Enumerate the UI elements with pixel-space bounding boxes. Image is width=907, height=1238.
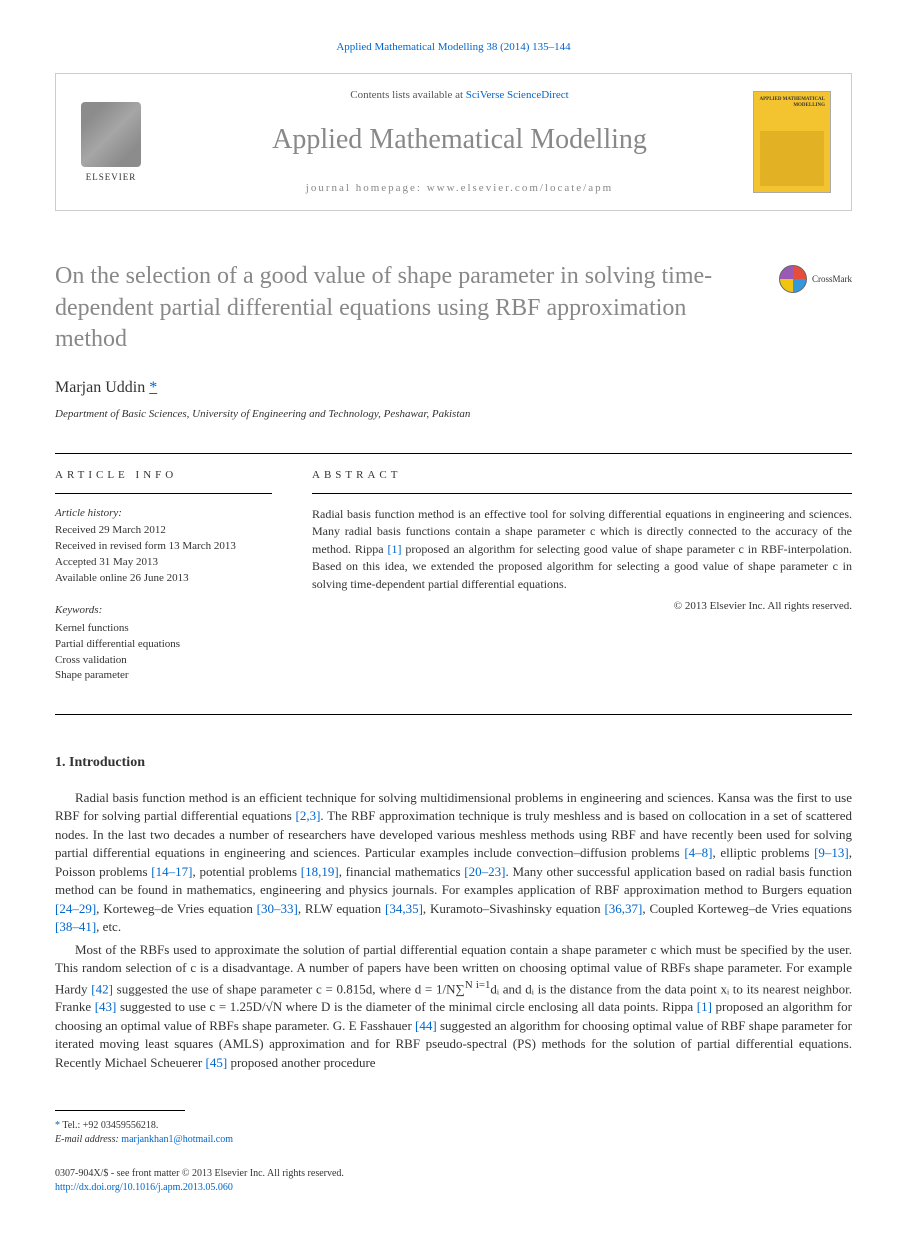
history-line: Accepted 31 May 2013 bbox=[55, 555, 272, 571]
corresponding-author-mark[interactable]: * bbox=[149, 379, 157, 396]
ref-link[interactable]: [2,3] bbox=[295, 808, 320, 823]
sciencedirect-link[interactable]: SciVerse ScienceDirect bbox=[466, 89, 569, 101]
citation-link[interactable]: Applied Mathematical Modelling 38 (2014)… bbox=[336, 41, 570, 53]
crossmark-label: CrossMark bbox=[812, 273, 852, 286]
contents-prefix: Contents lists available at bbox=[350, 89, 465, 101]
ref-link[interactable]: [38–41] bbox=[55, 919, 96, 934]
abstract-copyright: © 2013 Elsevier Inc. All rights reserved… bbox=[312, 599, 852, 614]
article-history-block: Article history: Received 29 March 2012 … bbox=[55, 506, 272, 587]
ref-link[interactable]: [1] bbox=[697, 999, 712, 1014]
superscript: N i=1 bbox=[465, 979, 491, 991]
article-info-column: ARTICLE INFO Article history: Received 2… bbox=[55, 454, 290, 715]
elsevier-logo[interactable]: ELSEVIER bbox=[76, 97, 146, 187]
keyword: Partial differential equations bbox=[55, 637, 272, 653]
text-run: , potential problems bbox=[192, 864, 300, 879]
authors: Marjan Uddin * bbox=[55, 377, 852, 399]
info-abstract-row: ARTICLE INFO Article history: Received 2… bbox=[55, 453, 852, 716]
ref-link[interactable]: [44] bbox=[415, 1018, 437, 1033]
ref-link[interactable]: [14–17] bbox=[151, 864, 192, 879]
history-line: Available online 26 June 2013 bbox=[55, 571, 272, 587]
keyword: Kernel functions bbox=[55, 621, 272, 637]
cover-art bbox=[760, 131, 824, 186]
ref-link[interactable]: [1] bbox=[388, 542, 402, 556]
corresponding-footnote: * Tel.: +92 03459556218. E-mail address:… bbox=[55, 1119, 852, 1147]
history-line: Received 29 March 2012 bbox=[55, 523, 272, 539]
text-run: proposed another procedure bbox=[227, 1055, 375, 1070]
email-link[interactable]: marjankhan1@hotmail.com bbox=[121, 1134, 233, 1145]
text-run: , Kuramoto–Sivashinsky equation bbox=[423, 901, 605, 916]
contents-line: Contents lists available at SciVerse Sci… bbox=[166, 88, 753, 103]
ref-link[interactable]: [18,19] bbox=[301, 864, 339, 879]
text-run: suggested to use c = 1.25D/√N where D is… bbox=[116, 999, 696, 1014]
crossmark-icon bbox=[779, 265, 807, 293]
journal-cover-thumbnail[interactable]: APPLIED MATHEMATICAL MODELLING bbox=[753, 91, 831, 193]
journal-banner: ELSEVIER Contents lists available at Sci… bbox=[55, 73, 852, 211]
history-label: Article history: bbox=[55, 506, 272, 521]
text-run: , RLW equation bbox=[298, 901, 385, 916]
crossmark-badge[interactable]: CrossMark bbox=[779, 265, 852, 293]
author-name[interactable]: Marjan Uddin bbox=[55, 379, 145, 396]
ref-link[interactable]: [9–13] bbox=[814, 845, 849, 860]
banner-center: Contents lists available at SciVerse Sci… bbox=[166, 88, 753, 196]
header-citation: Applied Mathematical Modelling 38 (2014)… bbox=[55, 40, 852, 55]
ref-link[interactable]: [43] bbox=[95, 999, 117, 1014]
abstract-heading: ABSTRACT bbox=[312, 468, 852, 494]
text-run: , elliptic problems bbox=[712, 845, 814, 860]
abstract-column: ABSTRACT Radial basis function method is… bbox=[290, 454, 852, 715]
intro-paragraph-2: Most of the RBFs used to approximate the… bbox=[55, 941, 852, 1073]
title-row: On the selection of a good value of shap… bbox=[55, 261, 852, 355]
text-run: suggested the use of shape parameter c =… bbox=[113, 981, 465, 996]
keyword: Shape parameter bbox=[55, 668, 272, 684]
elsevier-tree-icon bbox=[81, 102, 141, 167]
keywords-label: Keywords: bbox=[55, 603, 272, 618]
front-matter-line: 0307-904X/$ - see front matter © 2013 El… bbox=[55, 1167, 852, 1181]
abstract-text: Radial basis function method is an effec… bbox=[312, 506, 852, 593]
section-heading-introduction: 1. Introduction bbox=[55, 753, 852, 773]
article-info-heading: ARTICLE INFO bbox=[55, 468, 272, 494]
history-line: Received in revised form 13 March 2013 bbox=[55, 539, 272, 555]
ref-link[interactable]: [20–23] bbox=[464, 864, 505, 879]
keywords-block: Keywords: Kernel functions Partial diffe… bbox=[55, 603, 272, 684]
text-run: , Coupled Korteweg–de Vries equations bbox=[642, 901, 852, 916]
doi-link[interactable]: http://dx.doi.org/10.1016/j.apm.2013.05.… bbox=[55, 1182, 233, 1193]
ref-link[interactable]: [36,37] bbox=[604, 901, 642, 916]
footer-block: 0307-904X/$ - see front matter © 2013 El… bbox=[55, 1167, 852, 1195]
ref-link[interactable]: [34,35] bbox=[385, 901, 423, 916]
text-run: , etc. bbox=[96, 919, 121, 934]
homepage-link[interactable]: www.elsevier.com/locate/apm bbox=[427, 182, 613, 194]
ref-link[interactable]: [30–33] bbox=[257, 901, 298, 916]
homepage-line: journal homepage: www.elsevier.com/locat… bbox=[166, 181, 753, 196]
email-label: E-mail address: bbox=[55, 1134, 121, 1145]
intro-paragraph-1: Radial basis function method is an effic… bbox=[55, 789, 852, 937]
elsevier-label: ELSEVIER bbox=[86, 171, 137, 184]
footnote-tel: Tel.: +92 03459556218. bbox=[60, 1120, 158, 1131]
text-run: , Korteweg–de Vries equation bbox=[96, 901, 256, 916]
ref-link[interactable]: [45] bbox=[206, 1055, 228, 1070]
affiliation: Department of Basic Sciences, University… bbox=[55, 407, 852, 422]
ref-link[interactable]: [42] bbox=[91, 981, 113, 996]
homepage-prefix: journal homepage: bbox=[306, 182, 427, 194]
text-run: , financial mathematics bbox=[339, 864, 465, 879]
ref-link[interactable]: [4–8] bbox=[684, 845, 712, 860]
cover-title: APPLIED MATHEMATICAL MODELLING bbox=[759, 97, 825, 108]
keyword: Cross validation bbox=[55, 653, 272, 669]
ref-link[interactable]: [24–29] bbox=[55, 901, 96, 916]
article-title: On the selection of a good value of shap… bbox=[55, 261, 759, 355]
page: Applied Mathematical Modelling 38 (2014)… bbox=[0, 0, 907, 1225]
footnote-separator bbox=[55, 1110, 185, 1111]
journal-name: Applied Mathematical Modelling bbox=[166, 120, 753, 159]
